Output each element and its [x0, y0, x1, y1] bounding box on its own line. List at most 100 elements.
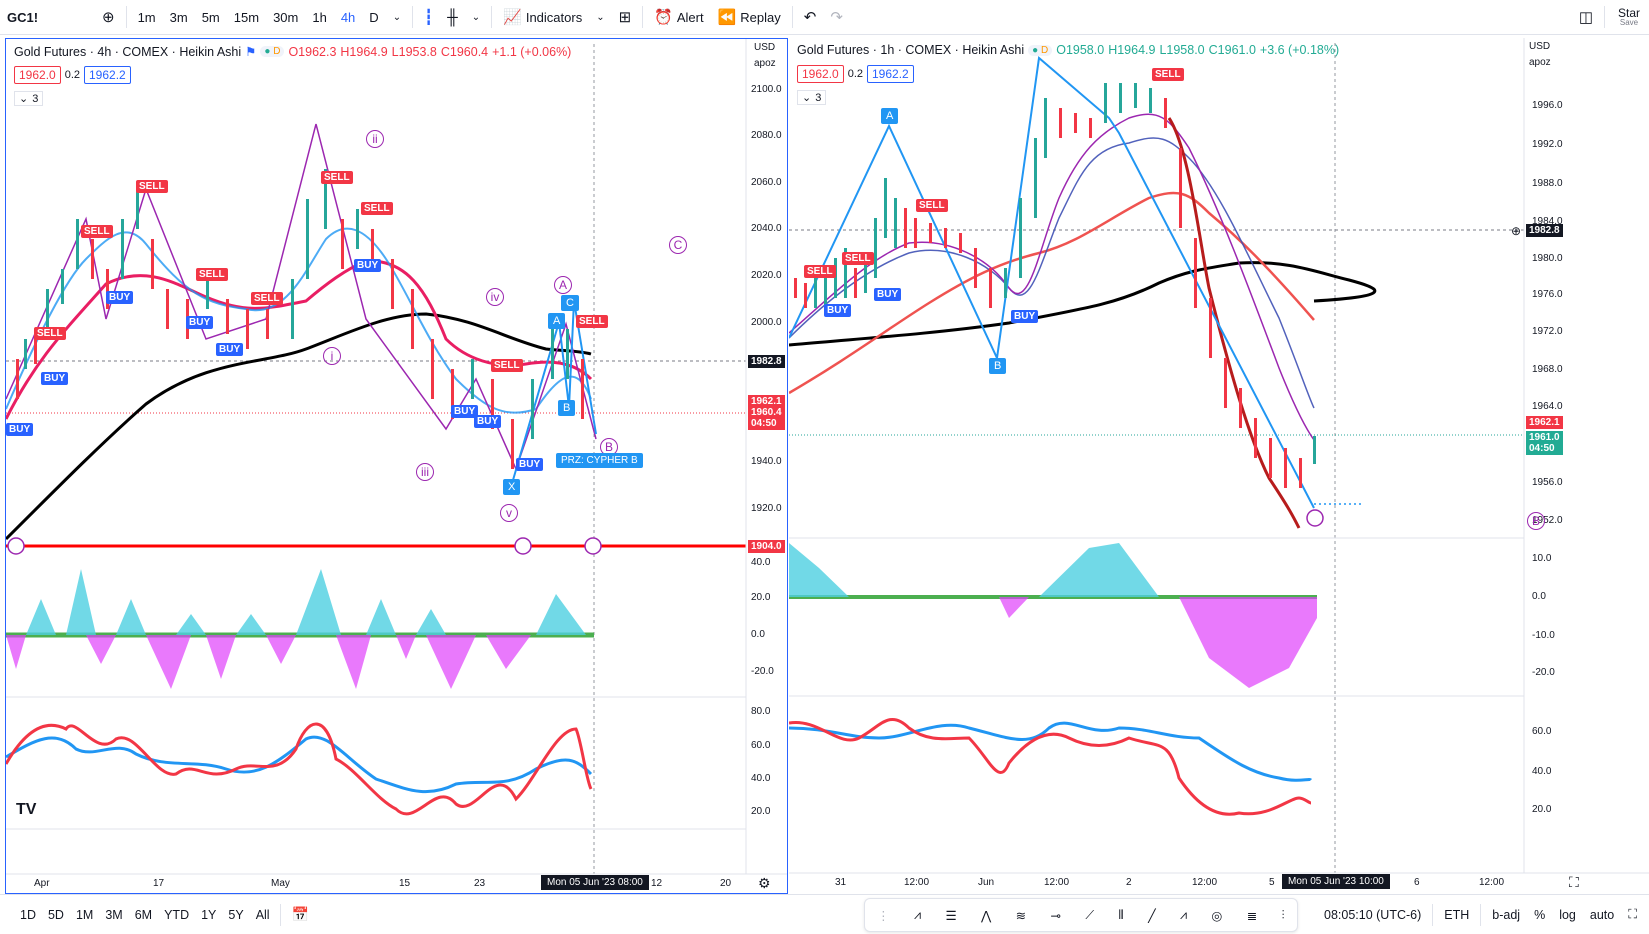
save-layout-button[interactable]: Star Save — [1609, 0, 1649, 35]
interval-1m[interactable]: 1m — [131, 0, 163, 35]
range-6M[interactable]: 6M — [134, 907, 153, 922]
wave-label-c[interactable]: C — [669, 236, 687, 254]
price-axis[interactable]: 1996.0 1992.0 1988.0 1984.0 ⊕ 1982.8 198… — [1511, 38, 1646, 873]
range-5D[interactable]: 5D — [47, 907, 64, 922]
range-5Y[interactable]: 5Y — [228, 907, 244, 922]
right-chart-canvas[interactable] — [789, 38, 1649, 892]
percent-scale-toggle[interactable]: % — [1534, 907, 1546, 922]
drag-handle-icon[interactable]: ⋮ — [877, 908, 890, 923]
wave-label-i[interactable]: i — [323, 347, 341, 365]
zigzag-tool-icon[interactable]: ⩘ — [914, 907, 922, 922]
top-toolbar: GC1! ⊕ 1m 3m 5m 15m 30m 1h 4h D ⌄ ┇ ╫ ⌄ … — [0, 0, 1649, 35]
tradingview-logo[interactable]: TV — [16, 801, 36, 819]
indicators-collapse-button[interactable]: ⌄ 3 — [14, 91, 44, 106]
fullscreen-button[interactable]: ⛶ — [1569, 874, 1579, 891]
horizontal-ray-icon[interactable]: ⊸ — [1050, 908, 1061, 923]
interval-1h[interactable]: 1h — [305, 0, 333, 35]
trend-line-icon[interactable]: ⟋ — [1085, 907, 1095, 922]
go-to-date-button[interactable]: 📅 — [285, 897, 316, 932]
wave-label-ii[interactable]: ii — [366, 130, 384, 148]
scale-mode-label[interactable]: apoz — [1529, 57, 1551, 68]
interval-4h[interactable]: 4h — [334, 0, 362, 35]
interval-15m[interactable]: 15m — [227, 0, 266, 35]
chart-type-button[interactable]: ╫ — [440, 0, 465, 35]
chart-type-dropdown[interactable]: ⌄ — [465, 0, 487, 35]
wave-label-v[interactable]: v — [500, 504, 518, 522]
left-chart-pane[interactable]: Gold Futures · 4h · COMEX · Heikin Ashi … — [5, 38, 788, 894]
adjust-data-button[interactable]: b-adj — [1492, 907, 1521, 922]
auto-scale-toggle[interactable]: auto — [1589, 907, 1615, 922]
sidebar-toggle-button[interactable]: ◫ — [1572, 0, 1600, 35]
fib-retracement-icon[interactable]: ≣ — [1246, 908, 1258, 923]
replay-button[interactable]: ⏪ Replay — [711, 0, 788, 35]
currency-label[interactable]: USD — [754, 42, 775, 53]
wave-label-iv[interactable]: iv — [486, 288, 504, 306]
compare-symbol-button[interactable]: ⊕ — [95, 0, 122, 35]
pattern-point-c[interactable]: C — [561, 295, 579, 311]
range-1Y[interactable]: 1Y — [201, 907, 217, 922]
time-axis[interactable]: 31 12:00 Jun 12:00 2 12:00 5 6 12:00 Mon… — [789, 874, 1524, 892]
alert-marker-icon[interactable] — [514, 537, 532, 555]
interval-3m[interactable]: 3m — [163, 0, 195, 35]
range-1D[interactable]: 1D — [20, 907, 36, 922]
pattern-tool-icon[interactable]: ⋀ — [981, 908, 992, 923]
alert-button[interactable]: ⏰ Alert — [647, 0, 710, 35]
range-1M[interactable]: 1M — [75, 907, 94, 922]
chevron-down-icon: ⌄ — [19, 93, 29, 105]
xabcd-pattern-icon[interactable]: ⩘ — [1179, 907, 1188, 922]
ask-box[interactable]: 1962.2 — [84, 66, 131, 84]
indicators-button[interactable]: 📈 Indicators — [496, 0, 589, 35]
redo-button[interactable]: ↷ — [823, 0, 850, 35]
range-3M[interactable]: 3M — [105, 907, 123, 922]
undo-button[interactable]: ↶ — [797, 0, 824, 35]
bid-box[interactable]: 1962.0 — [797, 65, 844, 83]
add-alert-icon[interactable]: ⊕ — [1511, 224, 1522, 238]
layout-button[interactable]: ⊞ — [612, 0, 639, 35]
horizontal-lines-icon[interactable]: ☰ — [945, 908, 957, 923]
ask-box[interactable]: 1962.2 — [867, 65, 914, 83]
symbol-search[interactable]: GC1! — [0, 0, 95, 35]
time-axis[interactable]: Apr 17 May 15 23 12 20 Mon 05 Jun '23 08… — [6, 875, 746, 893]
chart-title[interactable]: Gold Futures · 1h · COMEX · Heikin Ashi — [797, 43, 1025, 57]
bar-style-button[interactable]: ┇ — [417, 0, 440, 35]
session-button[interactable]: ETH — [1444, 907, 1470, 922]
ray-tool-icon[interactable]: ╱ — [1148, 908, 1156, 923]
alert-marker-icon[interactable] — [584, 537, 602, 555]
alert-marker-icon[interactable] — [1306, 509, 1324, 527]
chart-settings-button[interactable]: ⚙ — [758, 875, 771, 892]
symbol-label: GC1! — [7, 9, 39, 25]
prz-label[interactable]: PRZ: CYPHER B — [556, 453, 643, 468]
indicators-dropdown[interactable]: ⌄ — [589, 0, 611, 35]
chart-title[interactable]: Gold Futures · 4h · COMEX · Heikin Ashi — [14, 44, 242, 59]
log-scale-toggle[interactable]: log — [1559, 907, 1576, 922]
interval-D[interactable]: D — [362, 0, 385, 35]
range-All[interactable]: All — [255, 907, 270, 922]
indicators-collapse-button[interactable]: ⌄ 3 — [797, 90, 827, 105]
pattern-point-a[interactable]: A — [548, 313, 566, 329]
right-chart-pane[interactable]: Gold Futures · 1h · COMEX · Heikin Ashi … — [789, 38, 1649, 894]
fib-spiral-icon[interactable]: ◎ — [1211, 908, 1223, 923]
parallel-channel-icon[interactable]: ⫴ — [1118, 907, 1124, 922]
currency-label[interactable]: USD — [1529, 41, 1550, 52]
bid-box[interactable]: 1962.0 — [14, 66, 61, 84]
price-axis[interactable]: 2100.0 2080.0 2060.0 2040.0 2020.0 2000.… — [748, 39, 786, 874]
scale-mode-label[interactable]: apoz — [754, 58, 776, 69]
wave-label-iii[interactable]: iii — [416, 463, 434, 481]
wave-label-a[interactable]: A — [554, 276, 572, 294]
pattern-point-b[interactable]: B — [558, 400, 576, 416]
pattern-point-a[interactable]: A — [881, 108, 899, 124]
alert-marker-icon[interactable] — [7, 537, 25, 555]
range-YTD[interactable]: YTD — [164, 907, 190, 922]
wave-label-b[interactable]: B — [1527, 512, 1545, 530]
interval-5m[interactable]: 5m — [195, 0, 227, 35]
fib-tool-icon[interactable]: ≋ — [1015, 908, 1027, 923]
timezone-button[interactable]: 08:05:10 (UTC-6) — [1324, 907, 1422, 922]
pattern-point-x[interactable]: X — [503, 479, 521, 495]
fib-extension-icon[interactable]: ⫶ — [1281, 907, 1285, 922]
fullscreen-toggle[interactable]: ⛶ — [1621, 897, 1649, 932]
pattern-point-b[interactable]: B — [989, 358, 1007, 374]
interval-dropdown[interactable]: ⌄ — [386, 0, 408, 35]
buy-signal: BUY — [354, 259, 382, 272]
left-chart-canvas[interactable] — [6, 39, 787, 893]
interval-30m[interactable]: 30m — [266, 0, 305, 35]
